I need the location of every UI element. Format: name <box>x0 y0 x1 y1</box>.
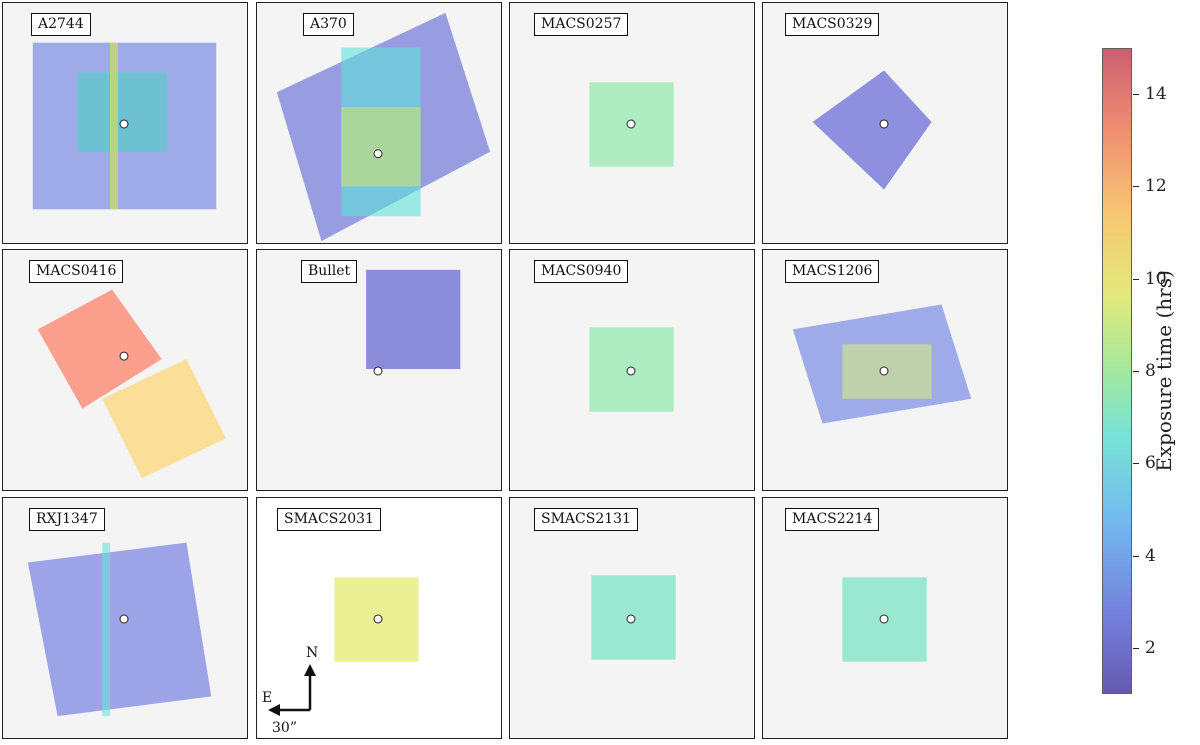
compass-north: N <box>306 645 319 661</box>
panel-label: MACS2214 <box>785 508 880 531</box>
panel-a2744: A2744 <box>2 2 248 244</box>
cluster-image <box>32 42 217 210</box>
cluster-image <box>589 327 674 412</box>
colorbar-tick-label: 8 <box>1145 361 1156 381</box>
panel-label: MACS1206 <box>785 260 880 283</box>
panel-macs0940: MACS0940 <box>509 249 755 491</box>
colorbar-tick-label: 4 <box>1145 545 1156 566</box>
panel-label: MACS0257 <box>534 13 629 36</box>
compass-scale: 30” <box>272 720 297 736</box>
colorbar-tick-label: 12 <box>1145 176 1167 197</box>
colorbar-tick <box>1133 647 1139 649</box>
panel-label: MACS0329 <box>785 13 880 36</box>
colorbar-tick <box>1133 555 1139 557</box>
colorbar-tick-label: 14 <box>1145 84 1167 105</box>
compass-east: E <box>262 690 273 706</box>
colorbar-tick <box>1133 371 1139 372</box>
panel-label: Bullet <box>301 260 358 283</box>
cluster-image <box>792 304 972 424</box>
panel-smacs2031: SMACS2031 <box>256 497 502 739</box>
panel-macs0257: MACS0257 <box>509 2 755 244</box>
cluster-image <box>589 82 674 167</box>
cluster-image <box>591 575 676 660</box>
panel-label: SMACS2131 <box>534 508 638 531</box>
panel-macs0329: MACS0329 <box>762 2 1008 244</box>
cluster-image <box>37 289 227 479</box>
panel-label: A370 <box>303 13 354 36</box>
colorbar-tick <box>1133 278 1139 280</box>
cluster-image <box>812 70 932 190</box>
colorbar-tick <box>1133 463 1139 465</box>
panel-label: SMACS2031 <box>277 508 381 531</box>
colorbar-title: Exposure time (hrs) <box>1152 270 1176 472</box>
panel-label: RXJ1347 <box>29 508 105 531</box>
colorbar-tick-label: 2 <box>1145 637 1156 658</box>
colorbar-tick-label: 10 <box>1145 268 1167 289</box>
cluster-image <box>366 269 461 376</box>
panel-macs0416: MACS0416 <box>2 249 248 491</box>
cluster-image <box>842 577 927 662</box>
panel-label: A2744 <box>31 13 91 36</box>
colorbar-tick <box>1133 186 1139 188</box>
compass-arrows-icon <box>268 664 316 716</box>
panel-bullet: Bullet <box>256 249 502 491</box>
panel-rxj1347: RXJ1347 <box>2 497 248 739</box>
colorbar-tick-label: 6 <box>1145 453 1156 474</box>
panel-macs2214: MACS2214 <box>762 497 1008 739</box>
panel-a370: A370 <box>256 2 502 244</box>
cluster-image <box>27 542 212 717</box>
cluster-image <box>334 577 419 662</box>
panel-smacs2131: SMACS2131 <box>509 497 755 739</box>
colorbar-tick <box>1133 94 1139 96</box>
colorbar <box>1102 48 1132 694</box>
panel-label: MACS0940 <box>534 260 629 283</box>
panel-macs1206: MACS1206 <box>762 249 1008 491</box>
panel-label: MACS0416 <box>29 260 124 283</box>
cluster-image <box>276 12 491 242</box>
